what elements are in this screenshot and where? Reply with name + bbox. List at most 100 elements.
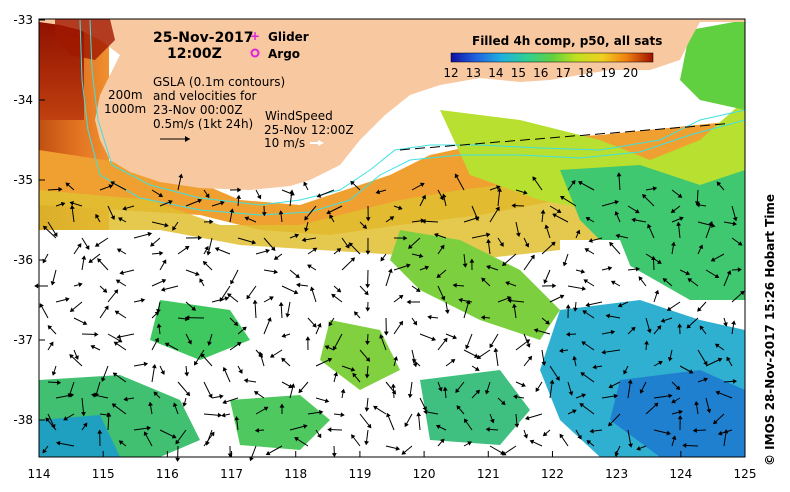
velocity-arrowhead [589, 428, 594, 434]
x-tick-label: 118 [284, 467, 307, 481]
velocity-arrowhead [675, 385, 681, 391]
velocity-arrowhead [732, 221, 737, 227]
velocity-arrowhead [732, 378, 738, 384]
velocity-arrowhead [117, 338, 123, 343]
velocity-arrowhead [577, 434, 582, 440]
velocity-arrowhead [301, 237, 307, 243]
velocity-arrowhead [607, 266, 613, 271]
velocity-arrowhead [69, 204, 75, 210]
velocity-arrowhead [623, 369, 628, 375]
velocity-arrowhead [407, 393, 413, 399]
velocity-arrowhead [69, 307, 75, 312]
velocity-arrowhead [217, 412, 222, 418]
y-tick-label: -33 [13, 13, 33, 27]
velocity-arrowhead [723, 429, 729, 434]
velocity-arrowhead [658, 360, 663, 366]
velocity-arrowhead [440, 295, 446, 301]
x-tick-label: 121 [477, 467, 500, 481]
velocity-arrowhead [660, 318, 666, 323]
colorbar-ramp [450, 52, 654, 63]
colorbar-tick-label: 15 [511, 66, 526, 80]
velocity-arrowhead [303, 181, 308, 187]
velocity-arrowhead [481, 277, 486, 283]
velocity-arrowhead [222, 399, 227, 405]
velocity-arrowhead [439, 438, 445, 444]
velocity-arrowhead [617, 302, 623, 308]
velocity-arrowhead [668, 393, 673, 399]
velocity-arrowhead [365, 284, 371, 289]
velocity-arrowhead [562, 261, 568, 267]
velocity-arrowhead [467, 441, 472, 446]
velocity-arrowhead [146, 425, 152, 431]
velocity-arrowhead [122, 205, 127, 211]
velocity-arrowhead [732, 216, 738, 222]
y-axis: -33 -34 -35 -36 -37 -38 [13, 13, 45, 427]
velocity-arrowhead [172, 402, 178, 408]
velocity-arrowhead [118, 217, 123, 222]
velocity-arrowhead [168, 200, 173, 205]
velocity-arrowhead [737, 267, 742, 273]
velocity-arrowhead [422, 406, 427, 411]
velocity-arrowhead [580, 269, 586, 274]
velocity-arrowhead [527, 355, 533, 361]
velocity-arrowhead [657, 259, 662, 264]
velocity-arrowhead [55, 440, 61, 446]
velocity-arrowhead [267, 317, 272, 322]
velocity-arrowhead [489, 343, 494, 349]
velocity-arrowhead [739, 290, 745, 296]
velocity-arrowhead [102, 288, 108, 293]
velocity-arrowhead [419, 182, 425, 188]
wind-line2: 25-Nov 12:00Z [264, 123, 354, 137]
velocity-arrowhead [90, 344, 96, 350]
velocity-arrowhead [654, 289, 660, 295]
velocity-arrowhead [229, 208, 235, 213]
velocity-arrowhead [47, 325, 53, 330]
velocity-arrowhead [69, 392, 75, 398]
title-date: 25-Nov-2017 [153, 30, 254, 46]
velocity-arrowhead [110, 181, 116, 186]
velocity-arrow [399, 148, 411, 151]
colorbar-tick-label: 14 [488, 66, 503, 80]
velocity-arrowhead [647, 223, 652, 229]
velocity-arrowhead [236, 342, 242, 347]
velocity-arrowhead [678, 409, 683, 415]
velocity-arrowhead [156, 308, 161, 314]
velocity-arrowhead [677, 415, 683, 420]
velocity-arrowhead [443, 337, 448, 343]
velocity-arrowhead [424, 265, 430, 271]
x-tick-label: 117 [220, 467, 243, 481]
velocity-arrowhead [88, 258, 94, 264]
velocity-arrowhead [58, 186, 63, 192]
velocity-arrowhead [345, 243, 350, 249]
velocity-arrowhead [524, 242, 530, 248]
velocity-arrowhead [290, 383, 296, 388]
velocity-arrowhead [206, 251, 212, 256]
velocity-arrowhead [331, 293, 336, 299]
velocity-arrowhead [81, 255, 87, 260]
velocity-arrowhead [237, 187, 242, 193]
velocity-arrowhead [540, 209, 546, 214]
velocity-arrowhead [333, 371, 339, 377]
velocity-arrowhead [530, 254, 535, 260]
glider-icon: + [250, 29, 260, 43]
velocity-arrowhead [638, 276, 643, 281]
velocity-arrowhead [265, 450, 271, 456]
velocity-arrowhead [614, 210, 620, 216]
velocity-arrowhead [572, 355, 578, 361]
velocity-arrowhead [194, 360, 199, 366]
velocity-arrowhead [94, 331, 99, 337]
velocity-arrowhead [220, 200, 225, 206]
plot-frame [38, 18, 746, 458]
velocity-arrowhead [404, 422, 409, 428]
velocity-arrowhead [85, 245, 90, 250]
velocity-arrowhead [353, 311, 359, 316]
velocity-arrowhead [328, 321, 333, 327]
velocity-arrowhead [148, 401, 153, 407]
velocity-arrow [504, 140, 516, 143]
velocity-arrow [684, 125, 696, 128]
velocity-arrow [429, 146, 441, 149]
velocity-arrowhead [601, 349, 606, 355]
velocity-arrowhead [350, 367, 356, 372]
velocity-arrowhead [304, 227, 309, 233]
velocity-arrowhead [550, 241, 556, 247]
